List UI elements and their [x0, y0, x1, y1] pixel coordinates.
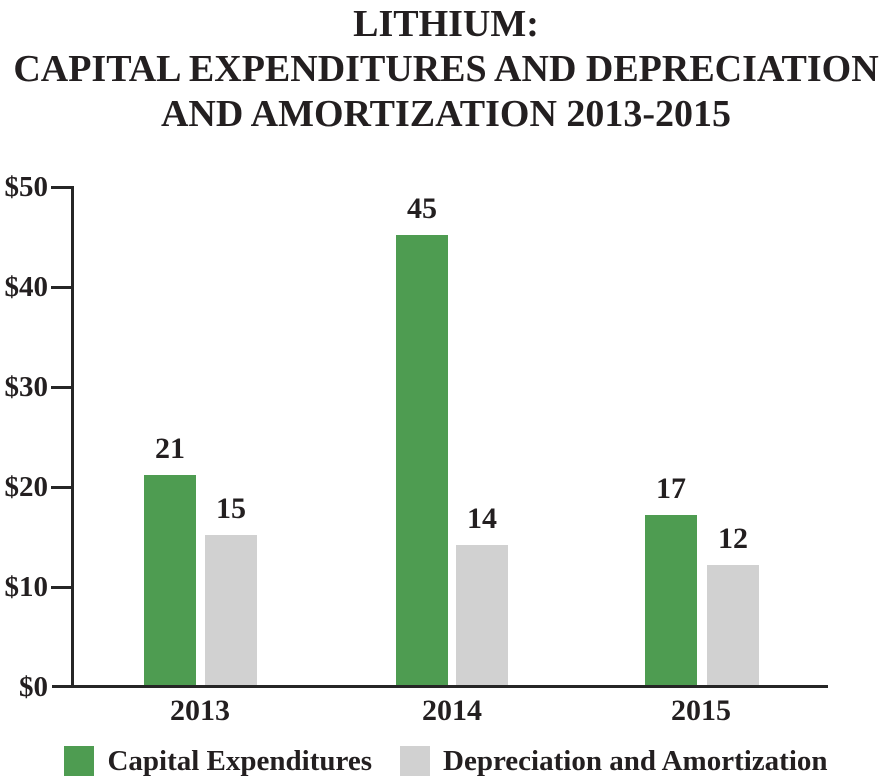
bar-value-label: 21 [155, 432, 185, 465]
bar-capital-expenditures-2013: 21 [144, 432, 196, 685]
y-tick-mark-20 [51, 486, 71, 489]
y-tick-label-20: $20 [4, 471, 49, 503]
chart-title-line-1: LITHIUM: [353, 3, 539, 45]
y-tick-label-30: $30 [4, 371, 49, 403]
bar-value-label: 12 [718, 522, 748, 555]
legend-swatch-depreciation-amortization [400, 746, 431, 776]
x-axis-label-2015: 2015 [671, 694, 731, 727]
x-axis-label-2013: 2013 [170, 694, 230, 727]
bar-value-label: 17 [656, 472, 686, 505]
bar-capital-expenditures-2014: 45 [396, 192, 448, 685]
y-tick-mark-30 [51, 386, 71, 389]
y-axis-line [71, 186, 74, 687]
chart-title-line-2: CAPITAL EXPENDITURES AND DEPRECIATION [13, 48, 879, 90]
chart-title: LITHIUM: CAPITAL EXPENDITURES AND DEPREC… [0, 2, 892, 137]
bar-capital-expenditures-2015: 17 [645, 472, 697, 685]
bar-depreciation-amortization-2013: 15 [205, 492, 257, 685]
legend-item-depreciation-amortization: Depreciation and Amortization [400, 745, 828, 777]
legend-label: Depreciation and Amortization [443, 745, 828, 777]
y-tick-mark-50 [51, 186, 71, 189]
plot-area: 21 15 45 14 17 12 [0, 185, 892, 685]
bar-value-label: 14 [467, 502, 497, 535]
bar-value-label: 45 [407, 192, 437, 225]
chart-title-line-3: AND AMORTIZATION 2013-2015 [160, 93, 732, 135]
y-tick-mark-40 [51, 286, 71, 289]
legend-item-capital-expenditures: Capital Expenditures [64, 745, 372, 777]
y-tick-label-10: $10 [4, 571, 49, 603]
bar-depreciation-amortization-2014: 14 [456, 502, 508, 685]
x-axis-line [52, 685, 828, 688]
legend: Capital Expenditures Depreciation and Am… [0, 745, 892, 777]
x-axis-label-2014: 2014 [422, 694, 482, 727]
y-tick-label-50: $50 [4, 171, 49, 203]
bar-depreciation-amortization-2015: 12 [707, 522, 759, 685]
legend-swatch-capital-expenditures [64, 746, 95, 776]
y-tick-label-40: $40 [4, 271, 49, 303]
bar-value-label: 15 [216, 492, 246, 525]
y-tick-mark-10 [51, 586, 71, 589]
legend-label: Capital Expenditures [107, 745, 373, 777]
y-tick-label-0: $0 [19, 671, 48, 703]
